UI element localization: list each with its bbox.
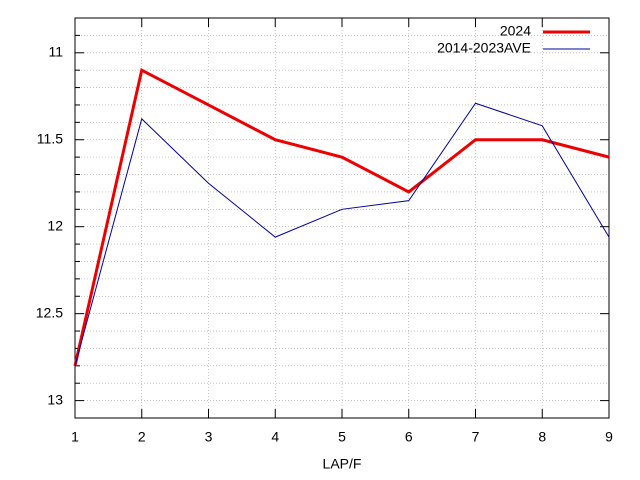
y-tick-label: 12.5: [36, 304, 63, 320]
y-tick-label: 11.5: [37, 130, 63, 146]
x-tick-label: 4: [271, 429, 279, 445]
x-tick-label: 1: [71, 429, 79, 445]
series-line: [74, 102, 610, 366]
y-tick-label: 11: [48, 43, 63, 59]
x-tick-label: 3: [205, 429, 213, 445]
x-tick-label: 5: [338, 429, 346, 445]
plot-frame: [74, 17, 610, 419]
x-axis-label: LAP/F: [323, 456, 362, 472]
x-tick-label: 6: [405, 429, 413, 445]
y-tick-label: 13: [47, 391, 63, 407]
legend-label: 2024: [500, 23, 531, 39]
x-tick-label: 8: [538, 429, 546, 445]
x-tick-label: 7: [472, 429, 480, 445]
series-line: [73, 67, 610, 367]
y-tick-label: 12: [47, 217, 63, 233]
legend-label: 2014-2023AVE: [437, 40, 531, 56]
x-tick-label: 2: [138, 429, 146, 445]
x-tick-label: 9: [605, 429, 613, 445]
